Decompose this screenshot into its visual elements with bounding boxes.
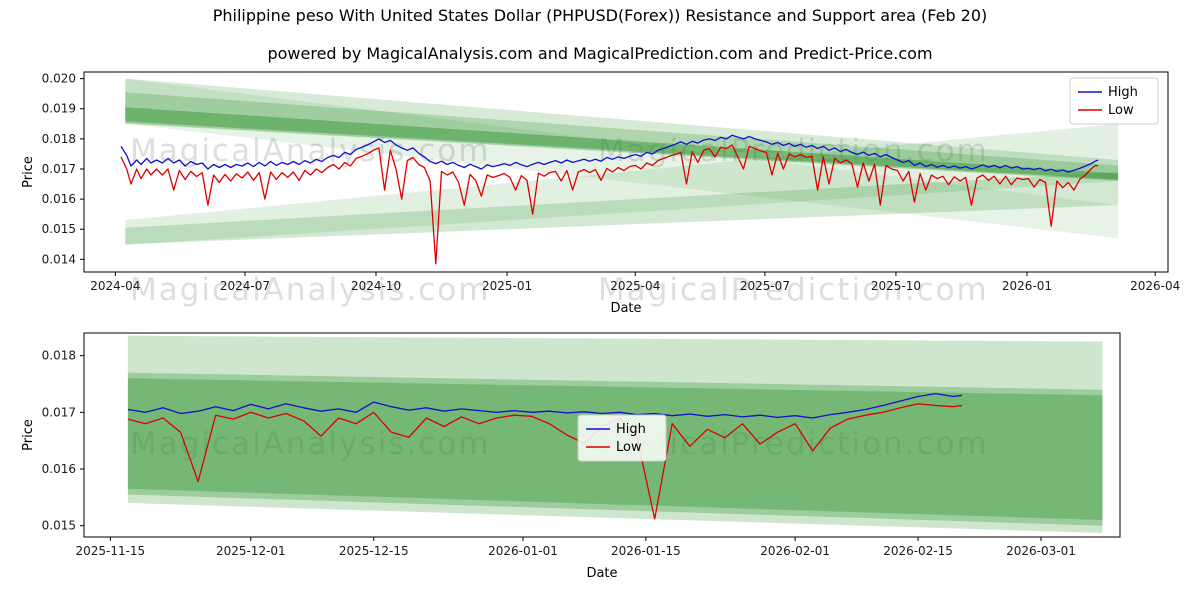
legend-label: Low	[1108, 103, 1134, 118]
x-tick-label: 2025-07	[740, 279, 790, 293]
watermark-magicalanalysis: MagicalAnalysis.com	[130, 426, 491, 462]
y-tick-label: 0.020	[42, 72, 76, 86]
legend: High Low	[577, 414, 667, 462]
y-tick-label: 0.016	[42, 462, 76, 476]
x-tick-label: 2026-03-01	[1006, 544, 1076, 558]
support-resistance-band	[125, 172, 1119, 245]
watermark-magicalprediction: MagicalPrediction.com	[598, 272, 989, 308]
x-tick-label: 2025-04	[610, 279, 660, 293]
high-line	[120, 134, 1099, 173]
y-tick-label: 0.016	[42, 192, 76, 206]
legend-label: High	[1108, 85, 1138, 100]
axis-ticks: 2024-04 2024-07 2024-10 2025-01 2025-04 2025-…	[42, 72, 1181, 293]
x-axis-label: Date	[610, 301, 641, 316]
support-resistance-band	[125, 92, 1119, 181]
low-line	[127, 403, 963, 520]
axes-frame	[83, 71, 1169, 273]
y-tick-label: 0.014	[42, 252, 76, 266]
y-axis-label: Price	[21, 156, 36, 188]
legend-label: Low	[616, 440, 642, 455]
x-tick-label: 2026-04	[1130, 279, 1180, 293]
y-axis-label: Price	[21, 419, 36, 451]
x-tick-label: 2026-01-01	[488, 544, 558, 558]
plot-area	[120, 78, 1119, 265]
x-axis-label: Date	[586, 566, 617, 581]
y-tick-label: 0.018	[42, 132, 76, 146]
high-line	[127, 392, 963, 419]
legend: High Low	[1069, 77, 1159, 125]
x-tick-label: 2025-11-15	[75, 544, 145, 558]
x-tick-label: 2024-10	[351, 279, 401, 293]
x-tick-label: 2025-10	[871, 279, 921, 293]
legend-box	[577, 414, 667, 462]
chart-subtitle: powered by MagicalAnalysis.com and Magic…	[267, 44, 933, 63]
y-tick-label: 0.019	[42, 102, 76, 116]
y-tick-label: 0.015	[42, 222, 76, 236]
x-tick-label: 2024-04	[90, 279, 140, 293]
price-history-chart: 2024-04 2024-07 2024-10 2025-01 2025-04 2025-…	[21, 71, 1181, 316]
x-tick-label: 2026-01-15	[611, 544, 681, 558]
x-tick-label: 2024-07	[220, 279, 270, 293]
axes-frame	[83, 332, 1121, 538]
chart-title: Philippine peso With United States Dolla…	[212, 6, 988, 25]
x-tick-label: 2026-02-15	[883, 544, 953, 558]
low-line	[120, 144, 1099, 265]
x-tick-label: 2025-12-15	[339, 544, 409, 558]
price-recent-chart: 2025-11-15 2025-12-01 2025-12-15 2026-01-01…	[21, 332, 1121, 581]
axis-ticks: 2025-11-15 2025-12-01 2025-12-15 2026-01-01…	[42, 349, 1076, 558]
watermark-magicalprediction: MagicalPrediction.com	[598, 133, 989, 169]
x-tick-label: 2026-01	[1002, 279, 1052, 293]
support-resistance-band	[125, 123, 1119, 245]
x-tick-label: 2025-01	[482, 279, 532, 293]
y-tick-label: 0.017	[42, 405, 76, 419]
x-tick-label: 2025-12-01	[216, 544, 286, 558]
legend-label: High	[616, 422, 646, 437]
y-tick-label: 0.018	[42, 349, 76, 363]
support-resistance-band	[125, 107, 1119, 180]
y-tick-label: 0.015	[42, 519, 76, 533]
y-tick-label: 0.017	[42, 162, 76, 176]
x-tick-label: 2026-02-01	[760, 544, 830, 558]
legend-box	[1069, 77, 1159, 125]
watermark-magicalanalysis: MagicalAnalysis.com	[130, 272, 491, 308]
